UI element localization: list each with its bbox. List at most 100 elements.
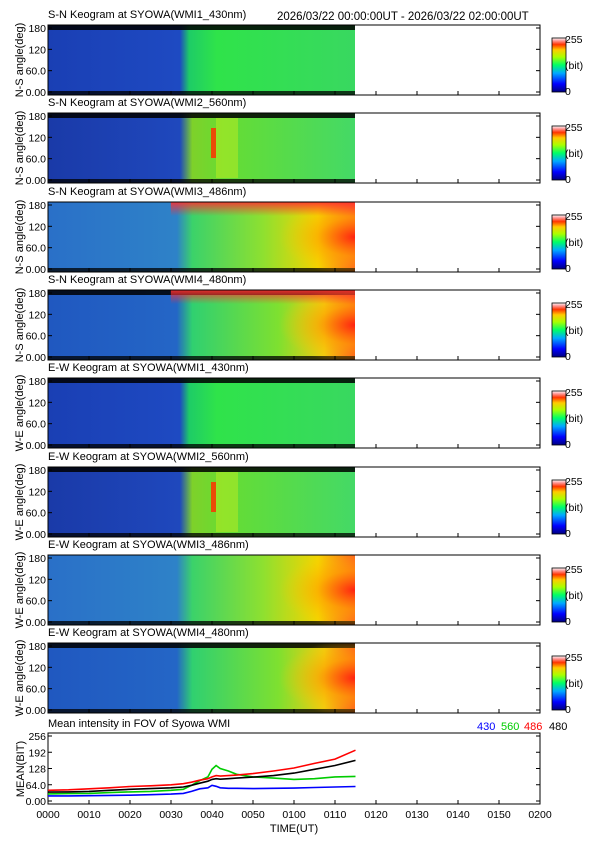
keogram-ytick-label: 120 (28, 309, 46, 321)
colorbar-unit-label: (bit) (565, 325, 583, 337)
keogram-ylabel: W-E angle(deg) (14, 375, 26, 452)
keogram-title: E-W Keogram at SYOWA(WMI1_430nm) (48, 362, 249, 374)
keogram-ytick-label: 120 (28, 397, 46, 409)
keogram-title: E-W Keogram at SYOWA(WMI4_480nm) (48, 627, 249, 639)
keogram-ytick-label: 0.00 (26, 529, 47, 541)
chart-xtick-label: 0120 (364, 809, 388, 821)
keogram-ytick-label: 0.00 (26, 617, 47, 629)
legend-560: 560 (501, 721, 519, 733)
chart-xtick-label: 0140 (446, 809, 470, 821)
colorbar-max-label: 255 (565, 652, 583, 664)
keogram-panel: E-W Keogram at SYOWA(WMI1_430nm)180 120 60… (14, 362, 583, 452)
colorbar-max-label: 255 (565, 564, 583, 576)
keogram-aurora-arc (216, 118, 238, 178)
keogram-ytick-label: 120 (28, 221, 46, 233)
keogram-ytick-label: 0.00 (26, 705, 47, 717)
keogram-edge-band (48, 179, 355, 183)
keogram-title: E-W Keogram at SYOWA(WMI2_560nm) (48, 451, 249, 463)
chart-xtick-label: 0100 (282, 809, 306, 821)
chart-series (47, 749, 356, 797)
keogram-ylabel: W-E angle(deg) (14, 464, 26, 541)
colorbar-unit-label: (bit) (565, 148, 583, 160)
keogram-ytick-label: 180 (28, 465, 46, 477)
colorbar (551, 567, 567, 623)
keogram-bright-region (216, 643, 355, 713)
colorbar-min-label: 0 (565, 439, 571, 451)
colorbar-max-label: 255 (565, 387, 583, 399)
colorbar (551, 302, 567, 358)
keogram-ytick-label: 0.00 (26, 440, 47, 452)
keogram-ytick-label: 180 (28, 641, 46, 653)
colorbar-max-label: 255 (565, 34, 583, 46)
keogram-bright-region (170, 202, 355, 216)
keogram-bright-region (216, 555, 355, 625)
chart-xtick-label: 0150 (487, 809, 511, 821)
series-line-430 (48, 784, 356, 797)
keogram-image (48, 113, 355, 183)
colorbar-unit-label: (bit) (565, 678, 583, 690)
keogram-ytick-label: 60.0 (26, 596, 47, 608)
colorbar-max-label: 255 (565, 299, 583, 311)
keogram-panel: S-N Keogram at SYOWA(WMI4_480nm)180 120 60… (14, 274, 583, 364)
chart-ytick-label: 256 (28, 731, 46, 743)
keogram-edge-band (48, 467, 355, 472)
date-range-header: 2026/03/22 00:00:00UT - 2026/03/22 02:00… (277, 11, 529, 23)
colorbar (551, 125, 567, 181)
chart-ylabel: MEAN(BIT) (15, 741, 27, 797)
keogram-title: E-W Keogram at SYOWA(WMI3_486nm) (48, 539, 249, 551)
keogram-ytick-label: 60.0 (26, 508, 47, 520)
keogram-ylabel: N-S angle(deg) (14, 23, 26, 98)
keogram-ytick-label: 180 (28, 553, 46, 565)
keogram-image (48, 378, 355, 448)
keogram-ytick-label: 180 (28, 23, 46, 35)
colorbar-min-label: 0 (565, 351, 571, 363)
keogram-title: S-N Keogram at SYOWA(WMI1_430nm) (48, 9, 246, 21)
colorbar-min-label: 0 (565, 174, 571, 186)
keogram-panel: S-N Keogram at SYOWA(WMI3_486nm)180 120 60… (14, 186, 583, 276)
keogram-ytick-label: 120 (28, 662, 46, 674)
colorbar-unit-label: (bit) (565, 502, 583, 514)
keogram-panels: S-N Keogram at SYOWA(WMI1_430nm)18012060… (14, 9, 583, 717)
chart-ytick-label: 0.00 (26, 796, 47, 808)
keogram-ytick-label: 120 (28, 574, 46, 586)
keogram-ylabel: N-S angle(deg) (14, 200, 26, 275)
series-line-560 (47, 764, 356, 795)
chart-xtick-label: 0040 (200, 809, 224, 821)
colorbar-unit-label: (bit) (565, 413, 583, 425)
keogram-panel: S-N Keogram at SYOWA(WMI2_560nm)180 120 60… (14, 97, 583, 187)
keogram-ytick-label: 0.00 (26, 264, 47, 276)
keogram-bright-region (170, 290, 355, 304)
keogram-edge-band (48, 25, 355, 30)
keogram-ytick-label: 180 (28, 376, 46, 388)
chart-legend: 430 560 486 480 (477, 721, 567, 733)
keogram-title: S-N Keogram at SYOWA(WMI4_480nm) (48, 274, 246, 286)
keogram-ytick-label: 60.0 (26, 154, 47, 166)
legend-480: 480 (549, 721, 567, 733)
keogram-ytick-label: 180 (28, 111, 46, 123)
keogram-title: S-N Keogram at SYOWA(WMI2_560nm) (48, 97, 246, 109)
keogram-ytick-label: 180 (28, 288, 46, 300)
chart-xtick-label: 0020 (118, 809, 142, 821)
keogram-ytick-label: 120 (28, 132, 46, 144)
keogram-ytick-label: 60.0 (26, 66, 47, 78)
colorbar-unit-label: (bit) (565, 237, 583, 249)
chart-title: Mean intensity in FOV of Syowa WMI (48, 718, 230, 730)
legend-486: 486 (524, 721, 542, 733)
colorbar (551, 214, 567, 270)
chart-xtick-label: 0130 (405, 809, 429, 821)
chart-xtick-label: 0110 (324, 809, 347, 821)
mean-intensity-chart: Mean intensity in FOV of Syowa WMI 430 5… (15, 718, 567, 835)
keogram-ytick-label: 60.0 (26, 331, 47, 343)
chart-xtick-label: 0000 (36, 809, 60, 821)
chart-ytick-label: 192 (28, 747, 46, 759)
keogram-panel: S-N Keogram at SYOWA(WMI1_430nm)180 120 60… (14, 9, 583, 99)
keogram-edge-band (48, 709, 355, 713)
keogram-edge-band (48, 444, 355, 448)
keogram-ylabel: W-E angle(deg) (14, 552, 26, 629)
keogram-ytick-label: 60.0 (26, 243, 47, 255)
colorbar-unit-label: (bit) (565, 60, 583, 72)
keogram-title: S-N Keogram at SYOWA(WMI3_486nm) (48, 186, 246, 198)
keogram-aurora-arc (211, 482, 216, 512)
keogram-panel: E-W Keogram at SYOWA(WMI4_480nm)180 120 60… (14, 627, 583, 717)
